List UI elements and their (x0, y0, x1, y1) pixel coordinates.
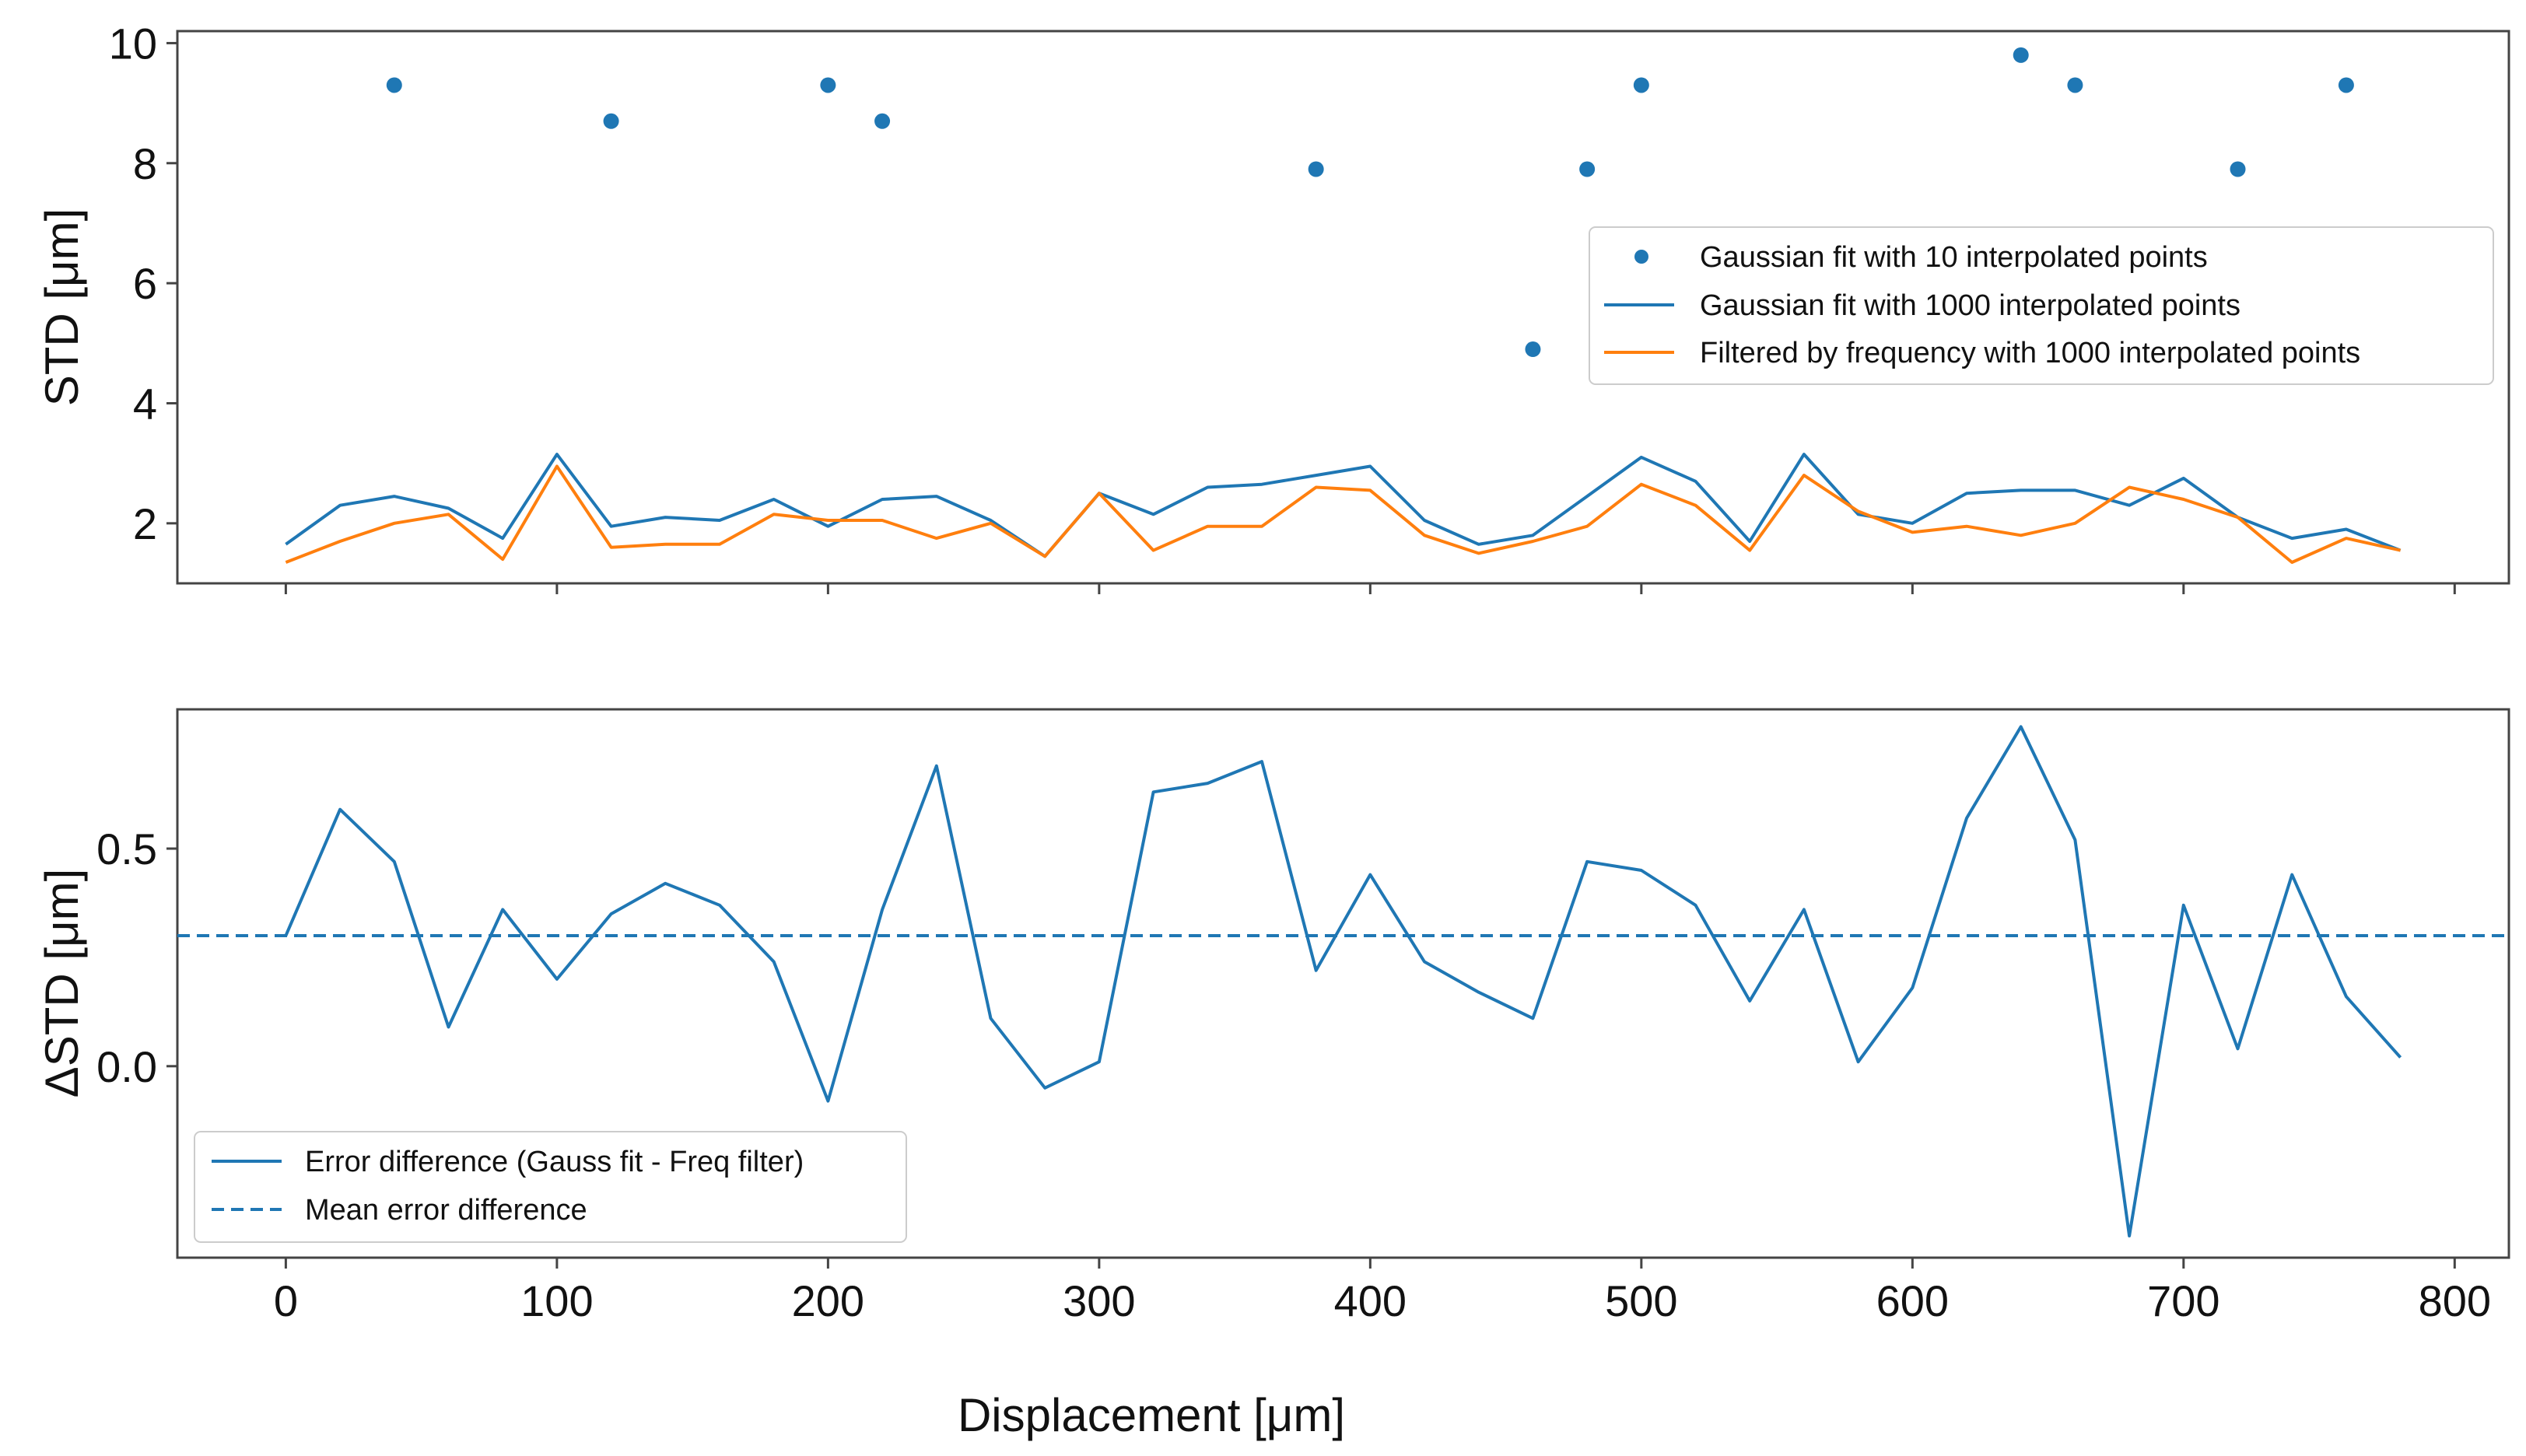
legend-entry-mean-difference-label: Mean error difference (305, 1194, 587, 1227)
top-plot-frame (176, 30, 2510, 585)
bottom-plot-series (177, 725, 2509, 1237)
bottom-x-tick-label: 600 (1876, 1276, 1949, 1325)
legend-entry-scatter-label: Gaussian fit with 10 interpolated points (1700, 241, 2208, 274)
bottom-x-tick-label: 500 (1605, 1276, 1677, 1325)
scatter-point (1579, 161, 1596, 177)
bottom-x-tick-label: 400 (1334, 1276, 1407, 1325)
bottom-panel-delta-std: 0 100 200 300 400 500 600 700 800 0.0 0.5 ΔSTD [μm… (36, 708, 2510, 1441)
scatter-point (1308, 161, 1324, 177)
bottom-legend: Error difference (Gauss fit - Freq filte… (194, 1131, 907, 1243)
legend-entry-filtered-line-label: Filtered by frequency with 1000 interpol… (1700, 337, 2360, 369)
scatter-point (1633, 77, 1649, 93)
scatter-point (603, 113, 619, 129)
legend-entry-gauss-line-label: Gaussian fit with 1000 interpolated poin… (1700, 289, 2240, 322)
bottom-plot-frame (176, 708, 2510, 1259)
top-y-tick-label: 6 (133, 259, 157, 308)
top-y-axis-label: STD [μm] (36, 208, 88, 407)
top-y-tick-label: 4 (133, 379, 157, 428)
scatter-point (820, 77, 836, 93)
bottom-x-tick-label: 100 (520, 1276, 593, 1325)
scatter-point (2013, 47, 2029, 63)
bottom-axis-ticks: 0 100 200 300 400 500 600 700 800 0.0 0.5 (96, 824, 2491, 1325)
bottom-x-tick-label: 200 (792, 1276, 864, 1325)
legend-marker-scatter (1634, 250, 1648, 264)
top-y-tick-label: 2 (133, 499, 157, 548)
scatter-point (2338, 77, 2354, 93)
legend-entry-error-difference-label: Error difference (Gauss fit - Freq filte… (305, 1146, 804, 1178)
top-legend-box (1589, 226, 2494, 385)
bottom-y-axis-label: ΔSTD [μm] (36, 869, 88, 1098)
top-y-tick-label: 10 (109, 19, 157, 68)
bottom-legend-box (194, 1131, 907, 1243)
series-line-error-difference-gauss-fit-freq-filter (284, 725, 2402, 1237)
scatter-point (1525, 341, 1541, 358)
bottom-x-tick-label: 800 (2419, 1276, 2491, 1325)
scatter-point (874, 113, 891, 129)
scatter-point (386, 77, 402, 93)
bottom-x-tick-label: 0 (274, 1276, 298, 1325)
top-axis-ticks: 2 4 6 8 10 (109, 19, 2456, 594)
top-y-tick-label: 8 (133, 139, 157, 188)
top-legend: Gaussian fit with 10 interpolated points… (1589, 226, 2494, 385)
series-line-gaussian-fit-with-1000-interpolated-points (285, 453, 2402, 558)
bottom-x-tick-label: 700 (2147, 1276, 2219, 1325)
top-panel-std: 2 4 6 8 10 STD [μm] Gaussian fit with 10 int… (36, 19, 2510, 594)
bottom-x-tick-label: 300 (1063, 1276, 1135, 1325)
bottom-y-tick-label: 0.5 (96, 824, 157, 873)
x-axis-label: Displacement [μm] (958, 1389, 1345, 1441)
scatter-point (2067, 77, 2083, 93)
series-line-filtered-by-frequency-with-1000-interpolated-points (285, 464, 2402, 564)
scatter-point (2230, 161, 2246, 177)
top-plot-series (285, 47, 2402, 564)
bottom-y-tick-label: 0.0 (96, 1042, 157, 1091)
